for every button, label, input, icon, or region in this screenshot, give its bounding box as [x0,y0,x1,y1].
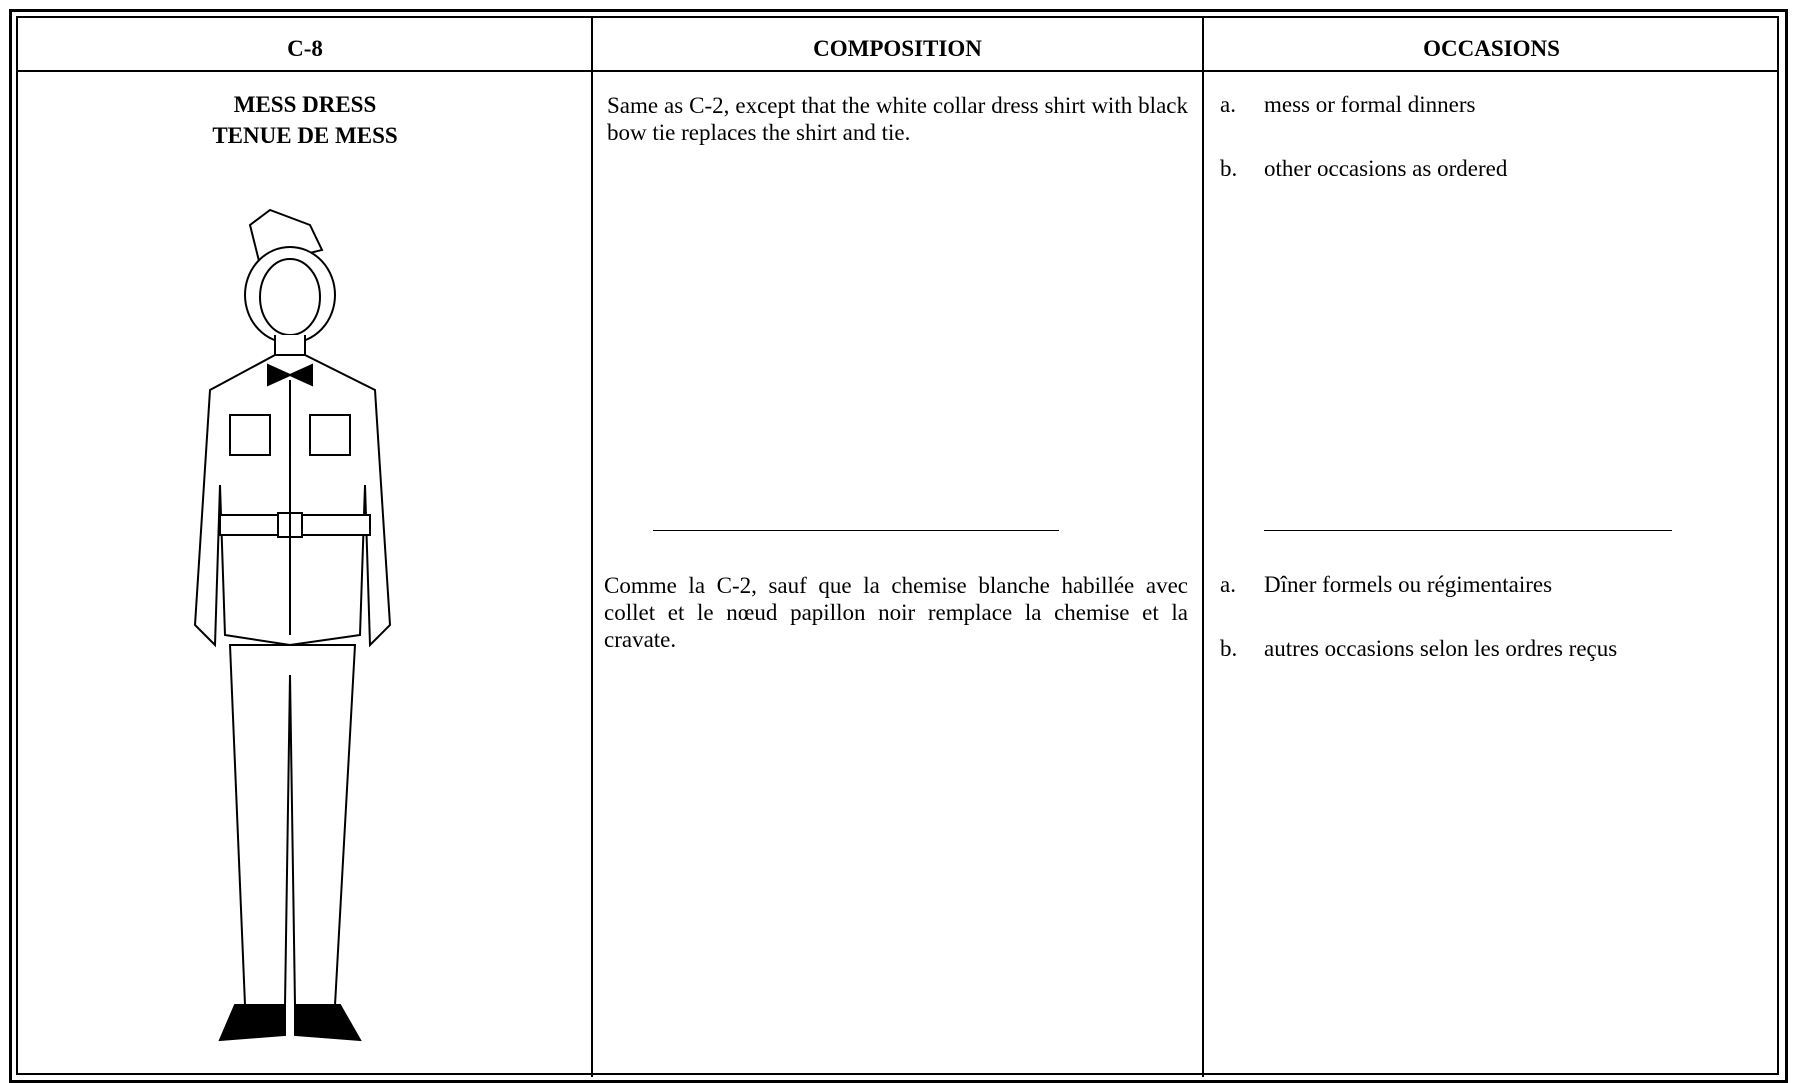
list-item: mess or formal dinners [1264,92,1476,117]
uniform-illustration [193,208,392,1042]
column-divider [591,16,593,1077]
jacket [193,354,392,648]
bow-tie [267,363,313,387]
composition-english: Same as C-2, except that the white colla… [607,93,1188,145]
outer-border [9,9,1788,1083]
list-item: other occasions as ordered [1264,156,1508,181]
list-item: Dîner formels ou régimentaires [1264,572,1553,597]
header-cell: COMPOSITION [813,36,982,61]
header-cell: OCCASIONS [1423,36,1560,61]
list-marker: a. [1220,92,1236,117]
list-marker: b. [1220,156,1238,181]
pocket [229,414,271,456]
neck [274,335,306,356]
header-cell: C-8 [287,36,323,61]
trousers [228,644,357,1006]
header-divider [16,70,1779,72]
shoe [294,1004,362,1042]
list-marker: a. [1220,572,1236,597]
shoe [218,1004,286,1042]
face [259,258,321,336]
list-item: autres occasions selon les ordres reçus [1264,636,1618,661]
separator [1264,530,1672,531]
pocket [309,414,351,456]
composition-french: Comme la C-2, sauf que la chemise blanch… [604,573,1188,652]
list-marker: b. [1220,636,1238,661]
inner-border [16,16,1779,1075]
uniform-title: MESS DRESS [233,92,377,117]
uniform-title: TENUE DE MESS [212,123,398,148]
column-divider [1202,16,1204,1077]
separator [653,530,1059,531]
